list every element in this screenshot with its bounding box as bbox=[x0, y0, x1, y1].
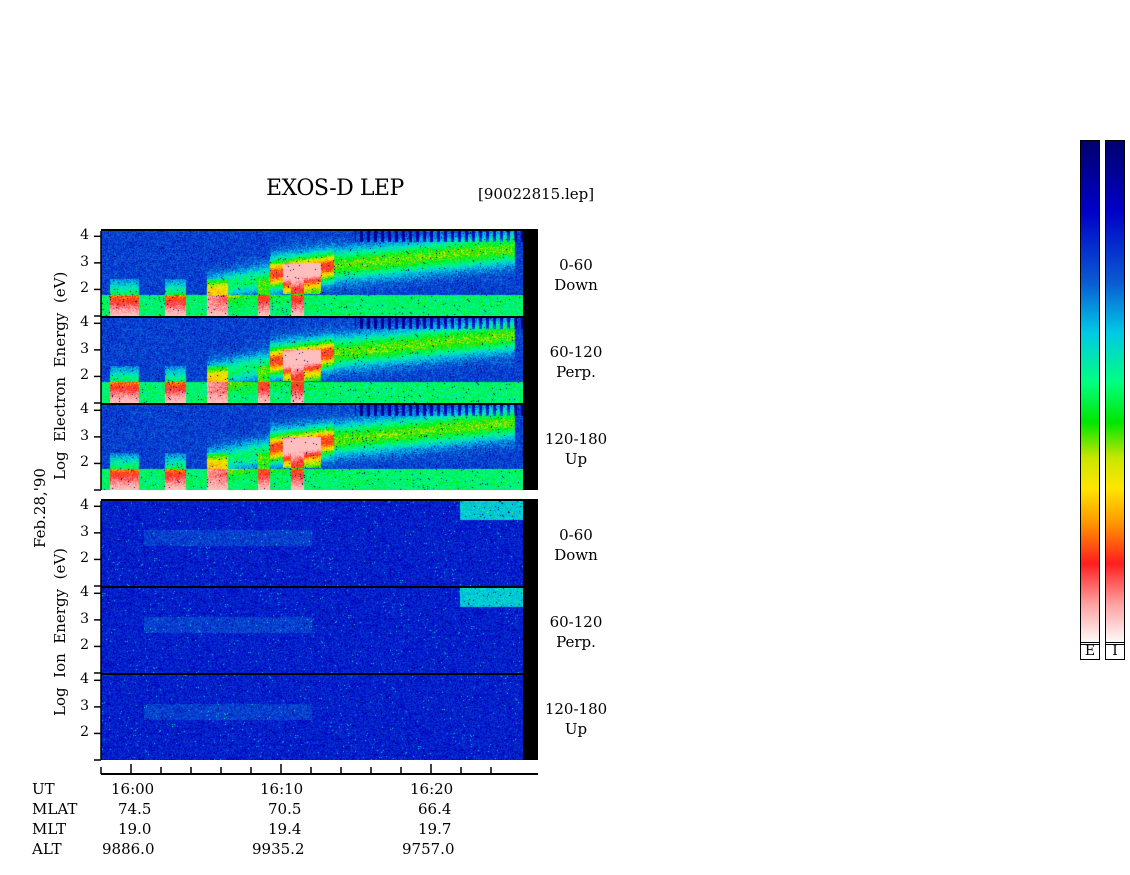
pitch-direction: Perp. bbox=[556, 633, 596, 651]
y-tick-label: 2 bbox=[80, 550, 89, 567]
y-tick-label: 2 bbox=[80, 454, 89, 471]
colorbar-electron-label: E bbox=[1080, 642, 1100, 660]
ephemeris-label-mlt: MLT bbox=[32, 820, 67, 838]
data-gap-stripe bbox=[523, 318, 538, 403]
colorbar-ion bbox=[1105, 140, 1125, 645]
pitch-direction: Up bbox=[564, 450, 588, 468]
chart-title: EXOS-D LEP bbox=[266, 176, 404, 201]
electron-spectrogram-120-180 bbox=[101, 405, 523, 490]
y-tick-label: 3 bbox=[80, 697, 89, 714]
y-tick-label: 2 bbox=[80, 637, 89, 654]
y-tick-label: 2 bbox=[80, 724, 89, 741]
electron-spectrogram-60-120 bbox=[101, 318, 523, 403]
data-gap-stripe bbox=[523, 231, 538, 316]
pitch-angle-label: 60-120 Perp. bbox=[541, 612, 611, 652]
pitch-angle-label: 0-60 Down bbox=[541, 255, 611, 295]
mlt-value: 19.7 bbox=[418, 820, 452, 838]
alt-value: 9886.0 bbox=[102, 840, 155, 858]
pitch-range: 60-120 bbox=[549, 613, 603, 631]
mlt-value: 19.0 bbox=[118, 820, 152, 838]
pitch-direction: Up bbox=[564, 720, 588, 738]
pitch-range: 0-60 bbox=[559, 526, 593, 544]
mlat-value: 74.5 bbox=[118, 800, 152, 818]
pitch-direction: Down bbox=[554, 546, 598, 564]
alt-value: 9757.0 bbox=[402, 840, 455, 858]
y-tick-label: 4 bbox=[80, 671, 89, 688]
y-tick-label: 3 bbox=[80, 610, 89, 627]
ion-spectrogram-0-60 bbox=[101, 501, 523, 586]
pitch-angle-label: 60-120 Perp. bbox=[541, 342, 611, 382]
x-tick-label: 16:00 bbox=[111, 780, 155, 798]
colorbar-electron bbox=[1080, 140, 1100, 645]
data-gap-stripe bbox=[523, 501, 538, 586]
mlat-value: 66.4 bbox=[418, 800, 452, 818]
x-tick-label: 16:20 bbox=[410, 780, 454, 798]
data-gap-stripe bbox=[523, 405, 538, 490]
y-tick-label: 4 bbox=[80, 497, 89, 514]
pitch-range: 120-180 bbox=[544, 430, 608, 448]
pitch-range: 0-60 bbox=[559, 256, 593, 274]
y-tick-label: 4 bbox=[80, 227, 89, 244]
pitch-direction: Down bbox=[554, 276, 598, 294]
y-tick-label: 3 bbox=[80, 253, 89, 270]
mlt-value: 19.4 bbox=[268, 820, 302, 838]
y-tick-label: 2 bbox=[80, 367, 89, 384]
colorbar-gradient bbox=[1106, 141, 1124, 644]
colorbar-ion-label: I bbox=[1105, 642, 1125, 660]
data-gap-stripe bbox=[523, 588, 538, 673]
pitch-range: 60-120 bbox=[549, 343, 603, 361]
electron-spectrogram-0-60 bbox=[101, 231, 523, 316]
y-tick-label: 4 bbox=[80, 314, 89, 331]
file-label: [90022815.lep] bbox=[478, 185, 595, 203]
ephemeris-label-mlat: MLAT bbox=[32, 800, 78, 818]
pitch-direction: Perp. bbox=[556, 363, 596, 381]
pitch-angle-label: 0-60 Down bbox=[541, 525, 611, 565]
y-tick-label: 4 bbox=[80, 584, 89, 601]
alt-value: 9935.2 bbox=[252, 840, 305, 858]
pitch-angle-label: 120-180 Up bbox=[541, 429, 611, 469]
y-tick-label: 4 bbox=[80, 401, 89, 418]
y-tick-label: 3 bbox=[80, 427, 89, 444]
ion-spectrogram-120-180 bbox=[101, 675, 523, 760]
y-tick-label: 3 bbox=[80, 340, 89, 357]
colorbar-gradient bbox=[1081, 141, 1099, 644]
ephemeris-label-ut: UT bbox=[32, 780, 55, 798]
pitch-angle-label: 120-180 Up bbox=[541, 699, 611, 739]
pitch-range: 120-180 bbox=[544, 700, 608, 718]
x-tick-label: 16:10 bbox=[260, 780, 304, 798]
ion-spectrogram-60-120 bbox=[101, 588, 523, 673]
mlat-value: 70.5 bbox=[268, 800, 302, 818]
data-gap-stripe bbox=[523, 675, 538, 760]
y-tick-label: 3 bbox=[80, 523, 89, 540]
y-tick-label: 2 bbox=[80, 280, 89, 297]
ephemeris-label-alt: ALT bbox=[32, 840, 62, 858]
